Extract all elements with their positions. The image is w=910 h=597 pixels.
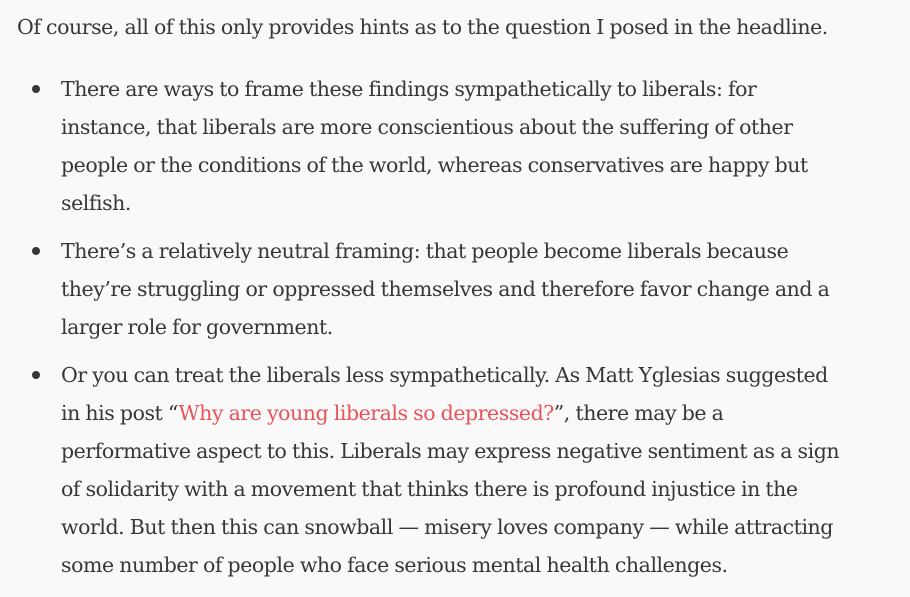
link-prefix-text: in his post “ [61, 401, 179, 425]
bullet-text-line: There are ways to frame these findings s… [61, 77, 757, 101]
bullet-text-line: There’s a relatively neutral framing: th… [61, 239, 789, 263]
bullet-text-line: performative aspect to this. Liberals ma… [61, 439, 840, 463]
bullet-text-line: world. But then this can snowball — mise… [61, 515, 833, 539]
bullet-text-line: people or the conditions of the world, w… [61, 153, 808, 177]
bullet-dot-icon [32, 247, 40, 255]
bullet-text-line: instance, that liberals are more conscie… [61, 115, 793, 139]
intro-paragraph: Of course, all of this only provides hin… [17, 15, 828, 39]
bullet-text-line: of solidarity with a movement that think… [61, 477, 798, 501]
bullet-text-line: they’re struggling or oppressed themselv… [61, 277, 830, 301]
bullet-item-sympathetic: There are ways to frame these findings s… [17, 70, 910, 222]
bullet-item-neutral: There’s a relatively neutral framing: th… [17, 232, 910, 346]
bullet-dot-icon [32, 371, 40, 379]
bullet-dot-icon [32, 85, 40, 93]
bullet-text-line: selfish. [61, 191, 131, 215]
bullet-text-line: Or you can treat the liberals less sympa… [61, 363, 828, 387]
bullet-text-line: some number of people who face serious m… [61, 553, 728, 577]
bullet-item-unsympathetic: Or you can treat the liberals less sympa… [17, 356, 910, 584]
article-link[interactable]: Why are young liberals so depressed? [178, 401, 555, 425]
bullet-list: There are ways to frame these findings s… [17, 70, 910, 584]
bullet-text-line: larger role for government. [61, 315, 333, 339]
bullet-text-line-with-link: in his post “Why are young liberals so d… [61, 394, 910, 432]
link-suffix-text: ”, there may be a [553, 401, 724, 425]
